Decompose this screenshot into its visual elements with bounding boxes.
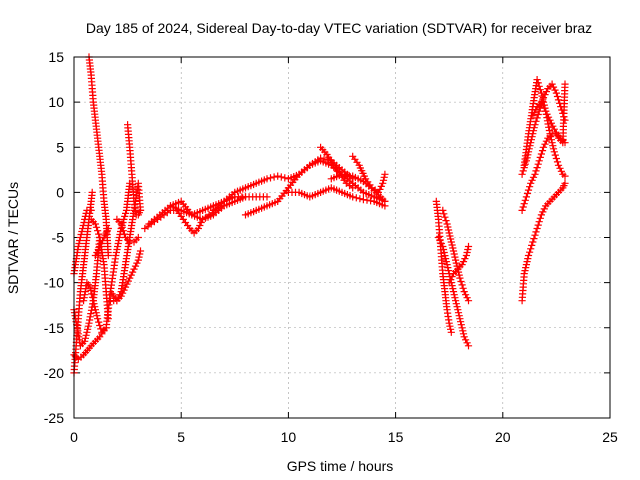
series-arc-25 — [445, 242, 473, 287]
series-line — [320, 146, 354, 189]
series-point-markers — [284, 184, 389, 210]
y-tick-label: 5 — [56, 139, 64, 155]
grid-lines — [74, 57, 610, 418]
series-arc-26 — [518, 179, 569, 305]
series-arc-12 — [124, 121, 145, 219]
y-tick-label: 0 — [56, 184, 64, 200]
series-point-markers — [124, 121, 145, 219]
axis-tick-labels: 0 5 10 15 20 25 -25 -20 -15 -10 -5 0 5 10 15 — [44, 49, 618, 445]
plot-frame — [73, 56, 611, 419]
series-arc-18 — [284, 184, 389, 210]
series-point-markers — [445, 242, 473, 287]
x-tick-label: 5 — [177, 429, 185, 445]
series-arc-08 — [91, 224, 112, 260]
y-tick-label: -15 — [44, 320, 64, 336]
x-tick-label: 10 — [281, 429, 297, 445]
series-arc-11 — [113, 215, 142, 246]
y-tick-label: 15 — [48, 49, 64, 65]
y-tick-label: 10 — [48, 94, 64, 110]
y-tick-label: -10 — [44, 275, 64, 291]
series-point-markers — [434, 233, 473, 350]
x-tick-label: 20 — [495, 429, 511, 445]
y-tick-label: -5 — [52, 230, 65, 246]
chart-title: Day 185 of 2024, Sidereal Day-to-day VTE… — [86, 20, 592, 36]
series-point-markers — [113, 215, 142, 246]
series-arc-30 — [529, 80, 569, 147]
y-axis-label: SDTVAR / TECUs — [5, 182, 21, 294]
series-point-markers — [439, 206, 473, 305]
series-point-markers — [106, 247, 145, 305]
x-tick-label: 15 — [388, 429, 404, 445]
y-tick-label: -20 — [44, 365, 64, 381]
y-tick-label: -25 — [44, 410, 64, 426]
series-point-markers — [327, 170, 389, 205]
series-arc-23 — [434, 233, 473, 350]
x-tick-label: 25 — [602, 429, 618, 445]
x-axis-label: GPS time / hours — [287, 458, 394, 474]
series-arc-21 — [327, 170, 389, 205]
plot-area — [70, 53, 569, 377]
x-tick-label: 0 — [70, 429, 78, 445]
series-arc-10 — [106, 247, 145, 305]
series-arc-24 — [439, 206, 473, 305]
series-point-markers — [91, 224, 112, 260]
series-point-markers — [518, 179, 569, 305]
series-point-markers — [529, 80, 569, 147]
